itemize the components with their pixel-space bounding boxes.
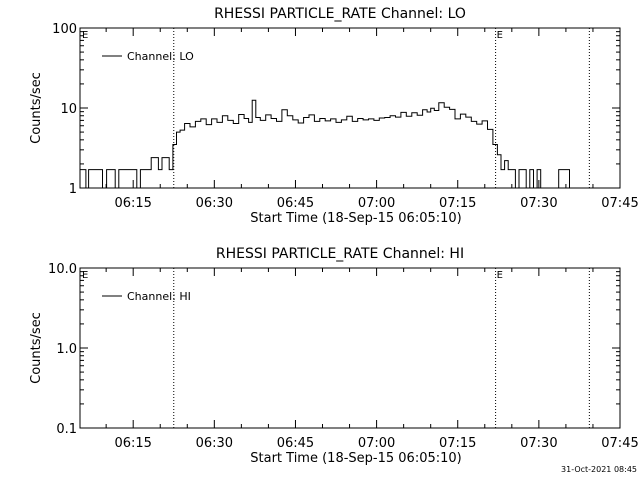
x-tick-label: 06:30 — [196, 196, 233, 211]
x-tick-label: 07:00 — [358, 436, 395, 451]
x-tick-label: 07:45 — [601, 436, 638, 451]
x-tick-label: 06:15 — [114, 196, 151, 211]
series-line — [80, 99, 572, 189]
x-tick-label: 07:30 — [520, 436, 557, 451]
x-tick-label: 07:30 — [520, 196, 557, 211]
legend-label: Channel: LO — [127, 50, 194, 63]
corner-marker: E — [82, 30, 88, 41]
y-axis-label: Counts/sec — [29, 312, 44, 384]
x-tick-label: 07:00 — [358, 196, 395, 211]
y-tick-label: 1.0 — [56, 342, 77, 357]
y-tick-label: 10.0 — [48, 262, 77, 277]
x-axis-label: Start Time (18-Sep-15 06:05:10) — [250, 451, 461, 466]
y-tick-label: 10 — [60, 102, 77, 117]
x-tick-label: 07:15 — [439, 436, 476, 451]
x-tick-label: 06:15 — [114, 436, 151, 451]
x-tick-label: 06:45 — [277, 436, 314, 451]
x-tick-label: 07:45 — [601, 196, 638, 211]
lo-channel-panel: RHESSI PARTICLE_RATE Channel: LO 1 10 100 Co… — [29, 6, 639, 226]
footer-timestamp: 31-Oct-2021 08:45 — [561, 465, 637, 474]
corner-marker: E — [82, 270, 88, 281]
y-axis-label: Counts/sec — [29, 72, 44, 144]
x-tick-label: 07:15 — [439, 196, 476, 211]
chart-title: RHESSI PARTICLE_RATE Channel: HI — [216, 246, 464, 262]
y-tick-label: 100 — [52, 22, 77, 37]
hi-channel-panel: RHESSI PARTICLE_RATE Channel: HI 0.1 1.0 10… — [29, 246, 639, 466]
vertical-marker-label: E — [497, 30, 503, 41]
vertical-marker-label: E — [497, 270, 503, 281]
y-tick-label: 1 — [69, 182, 77, 197]
legend-label: Channel: HI — [127, 290, 191, 303]
x-axis-label: Start Time (18-Sep-15 06:05:10) — [250, 211, 461, 226]
chart-title: RHESSI PARTICLE_RATE Channel: LO — [214, 6, 466, 22]
x-tick-label: 06:30 — [196, 436, 233, 451]
y-tick-label: 0.1 — [56, 422, 77, 437]
x-tick-label: 06:45 — [277, 196, 314, 211]
